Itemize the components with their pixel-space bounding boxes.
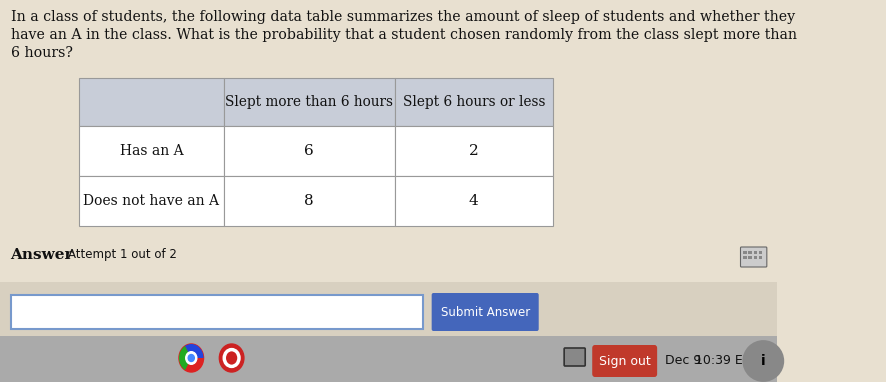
- Bar: [754, 256, 758, 259]
- FancyBboxPatch shape: [431, 293, 539, 331]
- Bar: [395, 176, 553, 226]
- Bar: [79, 78, 224, 126]
- Text: 2: 2: [469, 144, 478, 158]
- Bar: [79, 126, 224, 176]
- Bar: [743, 256, 747, 259]
- Bar: [395, 126, 553, 176]
- Bar: [224, 126, 395, 176]
- Text: Has an A: Has an A: [120, 144, 183, 158]
- Bar: [11, 295, 423, 329]
- Text: i: i: [761, 354, 766, 368]
- Text: Slept more than 6 hours: Slept more than 6 hours: [225, 95, 393, 109]
- FancyBboxPatch shape: [741, 247, 766, 267]
- Circle shape: [220, 344, 244, 372]
- Text: Does not have an A: Does not have an A: [83, 194, 220, 208]
- Bar: [395, 78, 553, 126]
- Wedge shape: [185, 344, 204, 358]
- Bar: [743, 251, 747, 254]
- Bar: [759, 251, 763, 254]
- Bar: [224, 176, 395, 226]
- Bar: [224, 78, 395, 126]
- Wedge shape: [179, 346, 191, 370]
- Circle shape: [186, 352, 197, 364]
- FancyBboxPatch shape: [564, 348, 586, 366]
- Text: Slept 6 hours or less: Slept 6 hours or less: [402, 95, 545, 109]
- Bar: [79, 176, 224, 226]
- Text: 4: 4: [469, 194, 478, 208]
- Text: 8: 8: [305, 194, 314, 208]
- Text: Sign out: Sign out: [599, 354, 650, 367]
- Text: 6 hours?: 6 hours?: [11, 46, 73, 60]
- Bar: [749, 256, 752, 259]
- Text: Submit Answer: Submit Answer: [440, 306, 530, 319]
- Text: Attempt 1 out of 2: Attempt 1 out of 2: [68, 248, 177, 261]
- Text: 6: 6: [305, 144, 315, 158]
- Bar: [0, 336, 777, 382]
- Bar: [754, 251, 758, 254]
- Text: have an A in the class. What is the probability that a student chosen randomly f: have an A in the class. What is the prob…: [11, 28, 797, 42]
- Text: In a class of students, the following data table summarizes the amount of sleep : In a class of students, the following da…: [11, 10, 795, 24]
- FancyBboxPatch shape: [592, 345, 657, 377]
- Text: Answer: Answer: [11, 248, 73, 262]
- Text: 10:39 EXTD: 10:39 EXTD: [695, 354, 768, 367]
- Circle shape: [188, 354, 194, 361]
- Circle shape: [179, 344, 204, 372]
- Bar: [759, 256, 763, 259]
- Text: Dec 9: Dec 9: [665, 354, 702, 367]
- Bar: [749, 251, 752, 254]
- Bar: [0, 282, 777, 336]
